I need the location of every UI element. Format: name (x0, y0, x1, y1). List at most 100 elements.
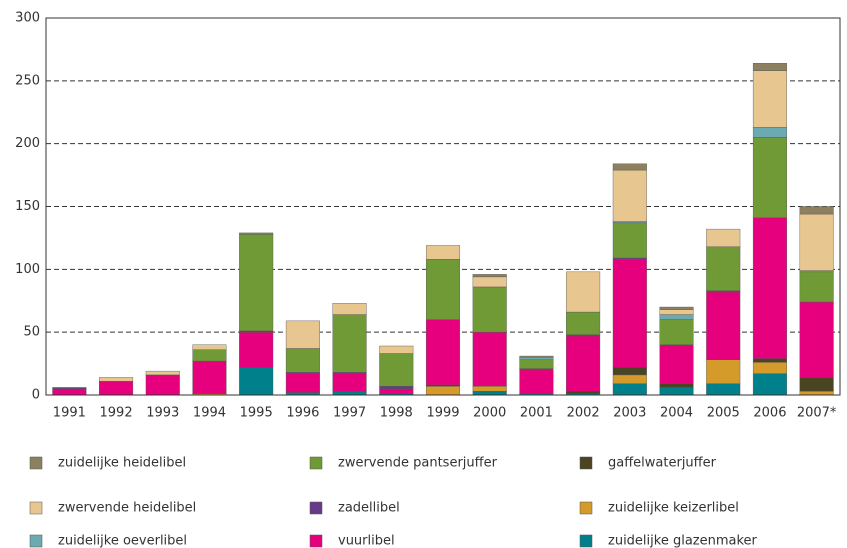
bar-segment (752, 217, 787, 359)
bar-segment (752, 362, 787, 374)
legend-label: vuurlibel (338, 534, 395, 548)
bar-segment (706, 291, 741, 361)
legend-swatch (29, 456, 43, 470)
bar-segment (612, 374, 647, 384)
bar-segment (285, 348, 320, 373)
bar-segment (752, 127, 787, 138)
plot-frame (45, 17, 841, 396)
x-tick-label: 2001 (520, 406, 553, 421)
bar-segment (99, 380, 134, 396)
bar-segment (659, 306, 694, 310)
y-tick-label: 300 (15, 11, 40, 26)
legend-label: zuidelijke heidelibel (58, 456, 186, 471)
y-tick-label: 150 (15, 199, 40, 214)
x-tick-label: 2002 (567, 406, 600, 421)
legend-swatch (579, 501, 593, 515)
bar-segment (472, 286, 507, 333)
bar-segment (425, 245, 461, 260)
y-tick-label: 50 (23, 325, 40, 340)
x-tick-label: 1992 (100, 406, 133, 421)
legend-swatch (309, 501, 323, 515)
x-tick-label: 2005 (707, 406, 740, 421)
bar-segment (612, 259, 647, 368)
bar-segment (379, 386, 414, 389)
bar-segment (706, 228, 741, 247)
x-tick-label: 2000 (473, 406, 506, 421)
bar-segment (99, 377, 134, 382)
bar-segment (799, 377, 834, 392)
x-tick-label: 1996 (286, 406, 319, 421)
bar-segment (52, 387, 87, 389)
bar-segment (425, 319, 461, 386)
bar-segment (706, 383, 741, 396)
y-tick-label: 100 (15, 262, 40, 277)
legend-label: zwervende heidelibel (58, 501, 196, 516)
bar-segment (425, 259, 461, 320)
bar-segment (566, 271, 601, 313)
x-tick-label: 2004 (660, 406, 693, 421)
y-tick-label: 200 (15, 136, 40, 151)
bar-segment (379, 353, 414, 387)
bar-segment (566, 311, 601, 335)
legend-label: zuidelijke oeverlibel (58, 534, 187, 548)
bar-segment (425, 386, 461, 396)
bar-segment (799, 213, 834, 271)
bar-segment (659, 344, 694, 384)
bar-segment (472, 331, 507, 387)
x-tick-label: 1997 (333, 406, 366, 421)
legend-label: gaffelwaterjuffer (608, 456, 717, 471)
bar-segment (239, 233, 274, 332)
bar-segment (472, 276, 507, 288)
bar-segment (145, 374, 180, 396)
legend-swatch (579, 534, 593, 548)
x-tick-label: 1993 (146, 406, 179, 421)
bar-segment (612, 383, 647, 396)
bar-segment (752, 63, 787, 71)
bar-segment (706, 246, 741, 291)
legend-swatch (29, 534, 43, 548)
bar-segment (192, 344, 227, 350)
bar-segment (519, 357, 554, 361)
x-tick-label: 1995 (240, 406, 273, 421)
bar-segment (752, 358, 787, 363)
bar-segment (192, 360, 227, 394)
legend-label: zuidelijke keizerlibel (608, 501, 739, 516)
bar-segment (752, 137, 787, 219)
bar-segment (379, 345, 414, 354)
bar-segment (799, 391, 834, 396)
bar-segment (706, 359, 741, 384)
bar-segment (52, 388, 87, 396)
x-tick-label: 1999 (426, 406, 459, 421)
bar-segment (752, 373, 787, 396)
bar-segment (519, 355, 554, 358)
bar-segment (239, 232, 274, 235)
bar-segment (332, 314, 367, 373)
bar-segment (612, 222, 647, 259)
bar-segment (519, 369, 554, 394)
y-tick-label: 250 (15, 73, 40, 88)
bar-segment (799, 271, 834, 303)
bar-segment (659, 383, 694, 388)
bar-segment (799, 206, 834, 215)
bar-segment (752, 70, 787, 128)
bar-segment (566, 391, 601, 394)
bar-segment (332, 391, 367, 396)
bar-segment (519, 359, 554, 369)
legend-swatch (309, 534, 323, 548)
bar-segment (239, 331, 274, 368)
x-tick-label: 1994 (193, 406, 226, 421)
legend-label: zadellibel (338, 501, 400, 516)
bar-segment (659, 314, 694, 320)
bar-segment (799, 301, 834, 378)
bar-segment (659, 387, 694, 396)
bar-segment (379, 388, 414, 394)
bar-segment (659, 319, 694, 345)
bar-segment (566, 335, 601, 392)
bar-segment (612, 169, 647, 222)
y-tick-label: 0 (32, 388, 40, 403)
x-tick-label: 2003 (613, 406, 646, 421)
bar-segment (472, 391, 507, 396)
bar-segment (659, 309, 694, 315)
x-tick-label: 1998 (380, 406, 413, 421)
